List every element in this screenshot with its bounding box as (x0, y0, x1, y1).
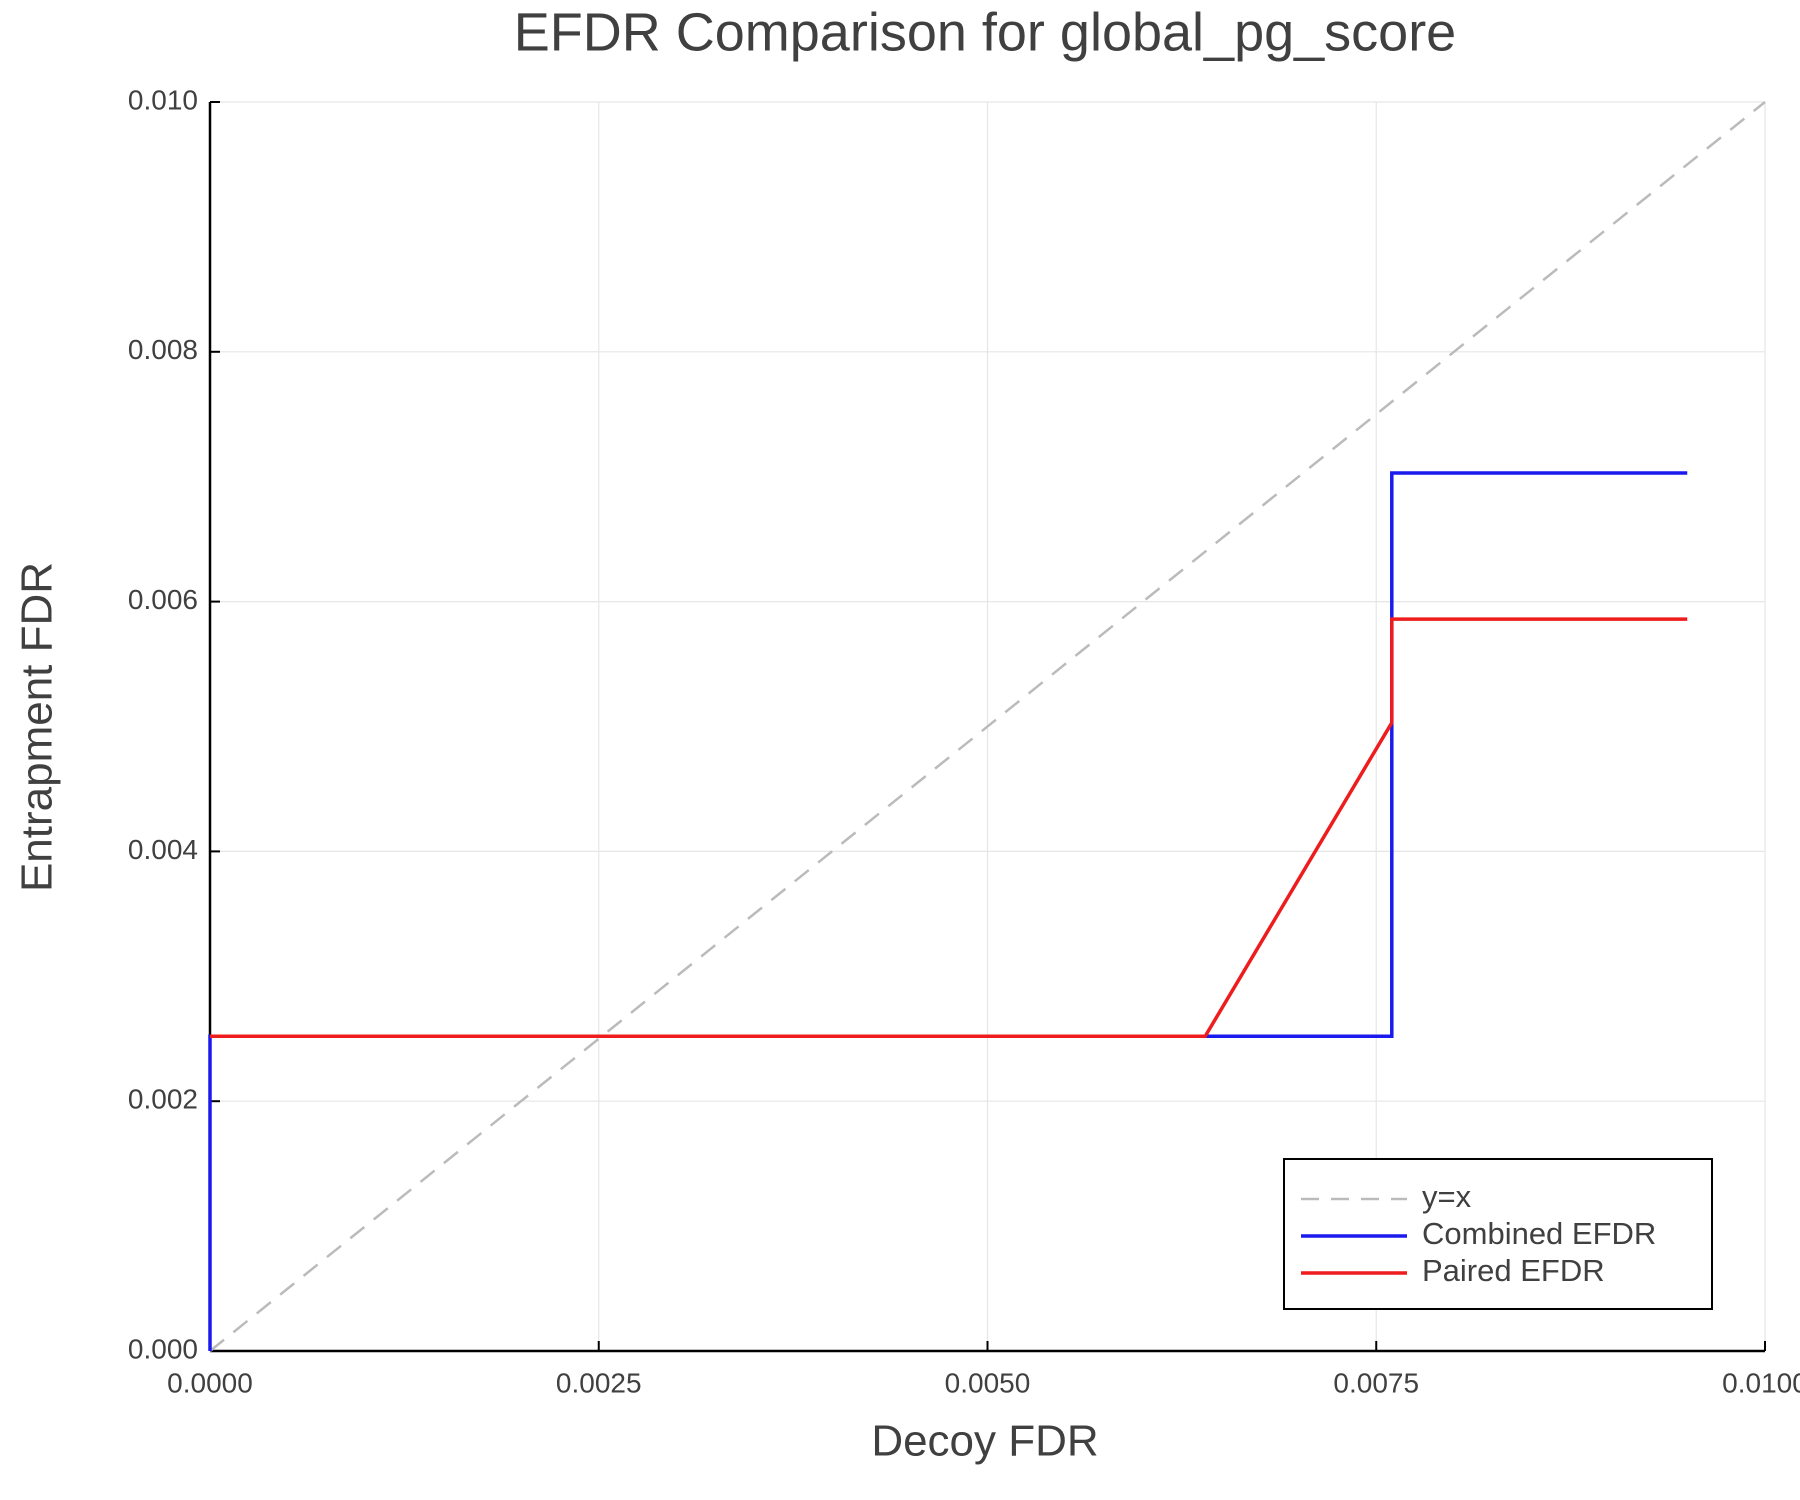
series-line (209, 101, 1766, 1352)
x-axis-label: Decoy FDR (871, 1417, 1098, 1466)
y-tick-label: 0.002 (128, 1084, 198, 1115)
series-line (210, 617, 1688, 1038)
x-tick-label: 0.0100 (1722, 1367, 1800, 1398)
y-tick-label: 0.008 (128, 334, 198, 365)
legend-box (1283, 1158, 1713, 1310)
x-tick-label: 0.0075 (1333, 1367, 1419, 1398)
y-tick-label: 0.004 (128, 834, 198, 865)
legend-label: Combined EFDR (1422, 1216, 1656, 1251)
x-tick-label: 0.0050 (945, 1367, 1031, 1398)
chart-title: EFDR Comparison for global_pg_score (514, 2, 1456, 62)
y-tick-label: 0.000 (128, 1333, 198, 1364)
y-tick-label: 0.006 (128, 584, 198, 615)
series-line (208, 471, 1688, 1351)
x-tick-label: 0.0025 (556, 1367, 642, 1398)
x-tick-label: 0.0000 (167, 1367, 253, 1398)
y-axis-label: Entrapment FDR (13, 562, 62, 892)
y-tick-label: 0.010 (128, 84, 198, 115)
legend-label: Paired EFDR (1422, 1253, 1605, 1288)
legend-label: y=x (1422, 1179, 1472, 1214)
